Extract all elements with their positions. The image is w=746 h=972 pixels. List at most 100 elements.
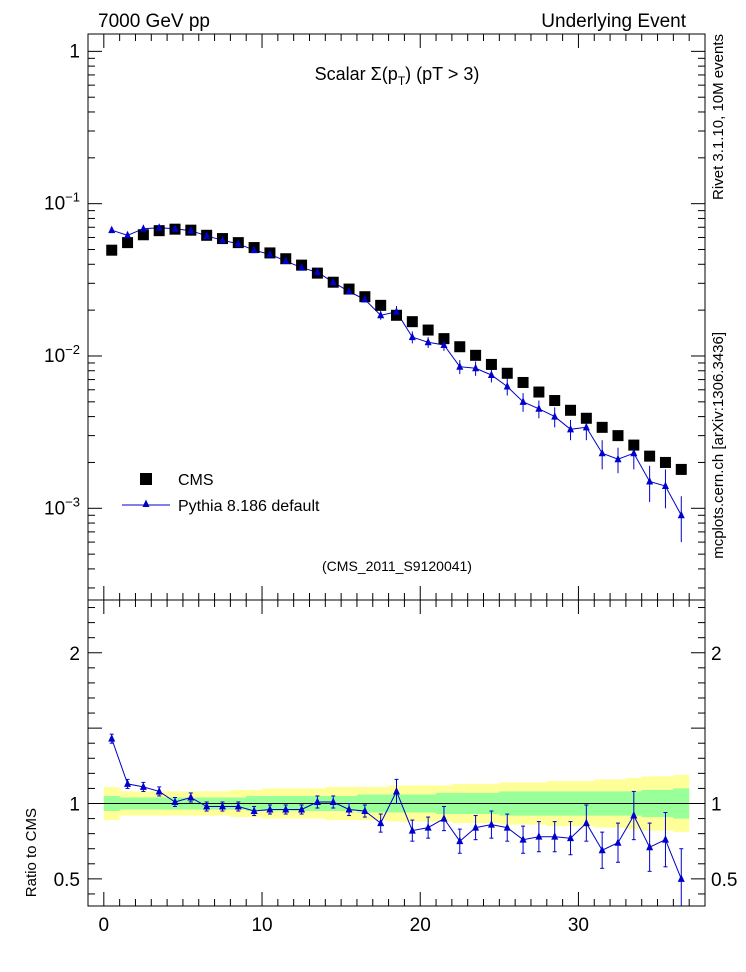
pythia-point [472,363,480,372]
cms-point [485,358,497,370]
pythia-point [598,448,606,457]
pythia-point [282,256,290,265]
pythia-point [171,224,179,232]
ratio-point [567,833,575,842]
ratio-ytick-label-right: 1 [711,794,722,815]
pythia-point [393,307,400,315]
mcplots-label: mcplots.cern.ch [arXiv:1306.3436] [710,332,727,559]
cms-point [106,244,118,256]
title-prefix: Scalar [315,64,371,84]
legend: CMS Pythia 8.186 default [122,472,320,515]
main-ytick-label: 10−2 [44,342,80,367]
pythia-point [424,337,432,346]
pythia-point [630,448,638,457]
ratio-point [456,836,464,845]
ratio-point [234,802,242,810]
pythia-point [377,310,385,319]
pythia-point [234,239,242,247]
ratio-xtick-label: 0 [99,915,110,936]
pythia-point [345,287,353,295]
pythia-point [139,224,147,232]
ratio-ytick-label-left: 0.5 [54,870,80,891]
ratio-xtick-label: 20 [410,915,431,936]
legend-cms-label: CMS [178,472,214,489]
cms-point [391,309,402,321]
legend-cms-marker [140,473,152,485]
ratio-point [108,734,116,742]
pythia-point [313,267,321,276]
pythia-point [551,412,559,420]
main-ytick-label: 1 [69,41,80,62]
pythia-point [661,481,669,490]
ratio-point [487,820,495,828]
plot-title: Scalar Σ(pT) (pT > 3) [315,64,480,88]
ratio-plot-frame [87,599,706,907]
header-right: Underlying Event [541,11,686,32]
pythia-point [218,235,226,244]
main-plot-panel: Scalar Σ(pT) (pT > 3) 1 10−1 10−2 10−3 CMS … [44,33,706,601]
ratio-point [630,811,638,819]
pythia-point [108,225,116,234]
cms-point [454,341,466,353]
pythia-point [503,382,511,390]
ratio-point [661,835,669,843]
cms-point [422,324,434,336]
legend-pythia-marker [142,499,150,507]
ratio-ytick-label-right: 2 [711,644,722,665]
cms-point [122,237,134,249]
ratio-point [250,806,258,815]
cms-point [137,229,149,241]
ratio-point [503,823,511,831]
ratio-point [424,823,432,831]
ratio-point [598,845,606,854]
legend-pythia-label: Pythia 8.186 default [178,498,320,515]
ratio-point [124,779,132,787]
main-ytick-label: 10−3 [44,494,80,519]
ratio-plot-panel: 0 10 20 30 0.5 0.5 1 1 2 2 Ratio to CMS [23,599,737,936]
pythia-point [487,370,495,379]
ratio-point [171,797,179,805]
ratio-point [472,823,480,831]
main-ytick-label: 10−1 [44,190,80,215]
pythia-point [567,424,575,433]
pythia-point [535,404,543,412]
ratio-xtick-label: 30 [568,915,589,936]
cms-point [470,349,482,361]
pythia-point [203,231,211,239]
pythia-point [187,226,195,234]
ratio-point [282,805,290,813]
ratio-point [408,826,416,834]
ratio-point [646,842,654,851]
pythia-point [155,223,163,231]
pythia-point [298,263,306,271]
cms-point [596,421,608,433]
title-suffix: ) (pT > 3) [405,64,479,84]
ratio-ytick-label-left: 2 [69,644,80,665]
ratio-point [677,874,685,882]
cms-point [675,463,687,475]
ratio-point [393,786,400,795]
cms-point [549,395,561,407]
pythia-point [519,397,527,405]
title-sub: T [398,74,406,88]
pythia-point [582,422,590,431]
header-left: 7000 GeV pp [98,11,210,32]
cms-point [659,456,671,468]
pythia-point [408,332,416,341]
pythia-point [440,340,448,349]
pythia-point [677,510,685,519]
analysis-id: (CMS_2011_S9120041) [322,558,472,574]
rivet-label: Rivet 3.1.10, 10M events [710,34,727,200]
pythia-point [329,277,337,286]
pythia-point [646,476,654,485]
ratio-point [218,802,226,810]
cms-point [406,316,418,328]
ratio-point [551,832,559,840]
ratio-point [361,806,369,815]
ratio-point [345,805,353,813]
pythia-point [614,454,622,463]
ratio-ytick-label-right: 0.5 [711,870,737,891]
ratio-point [155,786,163,795]
ratio-point [187,792,195,801]
